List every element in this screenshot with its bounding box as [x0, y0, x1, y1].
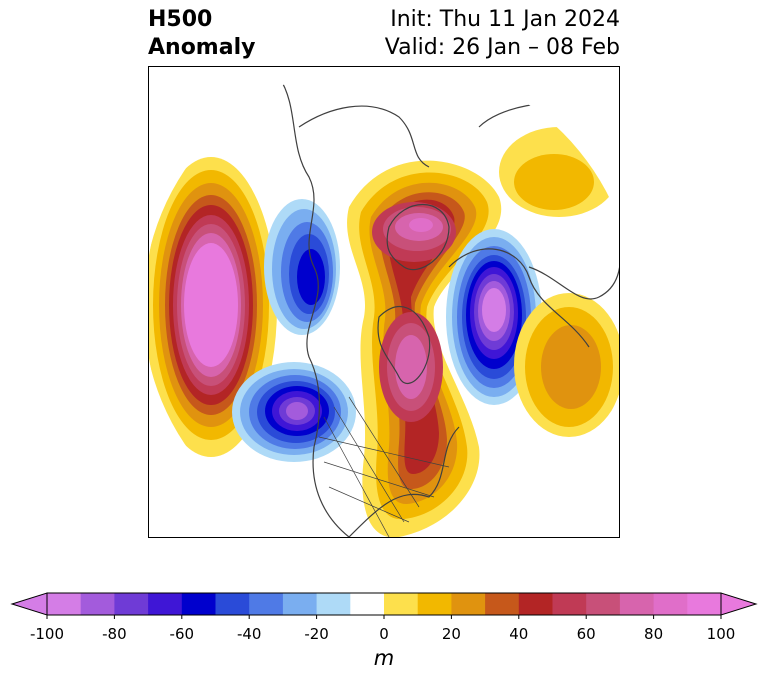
- anomaly-alaska-trough: [264, 199, 340, 335]
- colorbar-cell: [114, 593, 149, 615]
- anomaly-map: [148, 66, 620, 538]
- colorbar-cell: [586, 593, 621, 615]
- colorbar-cell: [518, 593, 553, 615]
- map-canvas: [149, 76, 619, 537]
- colorbar-cell: [249, 593, 284, 615]
- title-variable: H500: [148, 7, 213, 32]
- colorbar-cell: [181, 593, 216, 615]
- colorbar-tick-label: 20: [441, 625, 461, 643]
- colorbar-extend-low: [10, 592, 48, 616]
- colorbar-cell: [687, 593, 722, 615]
- colorbar-cell: [80, 593, 115, 615]
- colorbar-cell: [316, 593, 351, 615]
- colorbar-tick-label: 80: [644, 625, 664, 643]
- map-title-right: Init: Thu 11 Jan 2024 Valid: 26 Jan – 08…: [385, 6, 620, 62]
- anomaly-central-asia-ridge: [514, 293, 619, 437]
- anomaly-siberia-ridge: [499, 127, 619, 217]
- colorbar: [10, 592, 758, 619]
- colorbar-cell: [47, 593, 82, 615]
- colorbar-cell: [148, 593, 183, 615]
- colorbar-tick-label: 60: [576, 625, 596, 643]
- colorbar-cell: [384, 593, 419, 615]
- colorbar-cell: [451, 593, 486, 615]
- colorbar-tick-label: 100: [706, 625, 736, 643]
- anomaly-northeast-pacific-trough: [232, 362, 356, 462]
- us-states-grid: [318, 396, 450, 537]
- valid-period: Valid: 26 Jan – 08 Feb: [384, 35, 620, 60]
- colorbar-unit-label: m: [373, 646, 395, 670]
- title-type: Anomaly: [148, 35, 256, 60]
- colorbar-tick-label: -100: [29, 625, 65, 643]
- colorbar-tick-label: -60: [169, 625, 195, 643]
- colorbar-cell: [619, 593, 655, 615]
- colorbar-extend-high: [720, 592, 758, 616]
- colorbar-tick-label: -80: [102, 625, 127, 643]
- colorbar-cell: [215, 593, 250, 615]
- map-title-left: H500 Anomaly: [148, 6, 255, 62]
- colorbar-cell: [282, 593, 318, 615]
- colorbar-cell: [485, 593, 520, 615]
- init-time: Init: Thu 11 Jan 2024: [390, 7, 620, 32]
- colorbar-tick-label: 0: [379, 625, 389, 643]
- anomaly-north-pacific-ridge: [149, 157, 277, 457]
- colorbar-cell: [350, 593, 385, 615]
- colorbar-cell: [417, 593, 452, 615]
- colorbar-cell: [653, 593, 688, 615]
- colorbar-cell: [552, 593, 587, 615]
- colorbar-tick-label: -20: [304, 625, 329, 643]
- colorbar-tick-label: 40: [509, 625, 529, 643]
- coastlines: [278, 76, 619, 537]
- colorbar-tick-label: -40: [236, 625, 262, 643]
